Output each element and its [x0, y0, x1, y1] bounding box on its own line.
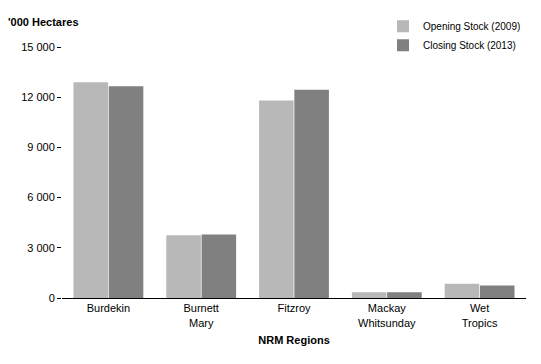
svg-text:0: 0	[49, 292, 55, 304]
svg-text:3 000: 3 000	[27, 242, 55, 254]
svg-text:NRM Regions: NRM Regions	[258, 334, 330, 346]
svg-text:BurnettMary: BurnettMary	[183, 302, 218, 328]
svg-text:15 000: 15 000	[21, 41, 55, 53]
svg-text:MackayWhitsunday: MackayWhitsunday	[358, 302, 416, 328]
svg-text:WetTropics: WetTropics	[462, 302, 498, 328]
svg-text:Opening Stock (2009): Opening Stock (2009)	[423, 21, 520, 32]
svg-text:Fitzroy: Fitzroy	[278, 302, 312, 314]
svg-text:Closing Stock (2013): Closing Stock (2013)	[423, 40, 516, 51]
svg-text:9 000: 9 000	[27, 141, 55, 153]
svg-text:12 000: 12 000	[21, 91, 55, 103]
svg-text:Burdekin: Burdekin	[87, 302, 130, 314]
svg-text:6 000: 6 000	[27, 191, 55, 203]
svg-text:'000 Hectares: '000 Hectares	[8, 16, 79, 28]
